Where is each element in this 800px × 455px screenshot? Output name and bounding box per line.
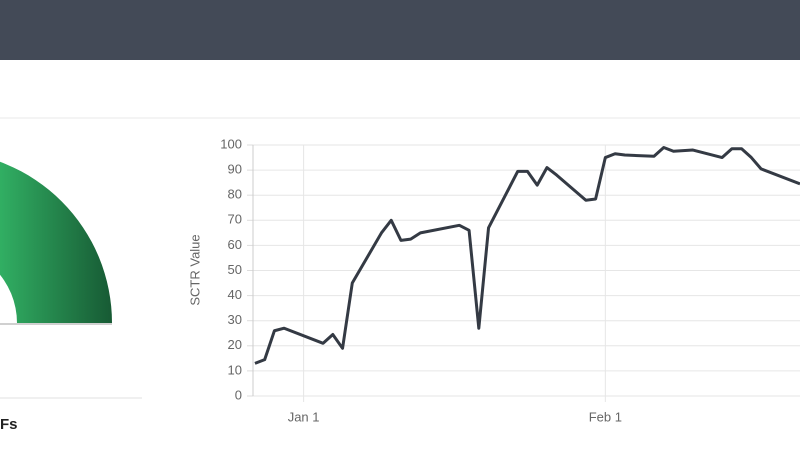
gauge-arc xyxy=(0,161,112,323)
top-bar xyxy=(0,0,800,60)
x-tick-label: Jan 1 xyxy=(288,409,320,424)
y-tick-label: 50 xyxy=(228,262,242,277)
x-tick-label: Feb 1 xyxy=(589,409,622,424)
y-tick-label: 100 xyxy=(220,136,242,151)
y-tick-label: 90 xyxy=(228,162,242,177)
y-tick-label: 60 xyxy=(228,237,242,252)
y-tick-label: 30 xyxy=(228,312,242,327)
y-tick-label: 20 xyxy=(228,337,242,352)
y-tick-label: 80 xyxy=(228,187,242,202)
gauge-label: Fs xyxy=(0,416,18,433)
y-tick-label: 40 xyxy=(228,287,242,302)
y-axis-label: SCTR Value xyxy=(187,234,202,305)
y-tick-label: 0 xyxy=(235,387,242,402)
y-tick-label: 70 xyxy=(228,212,242,227)
series-line xyxy=(254,146,800,365)
y-tick-label: 10 xyxy=(228,362,242,377)
